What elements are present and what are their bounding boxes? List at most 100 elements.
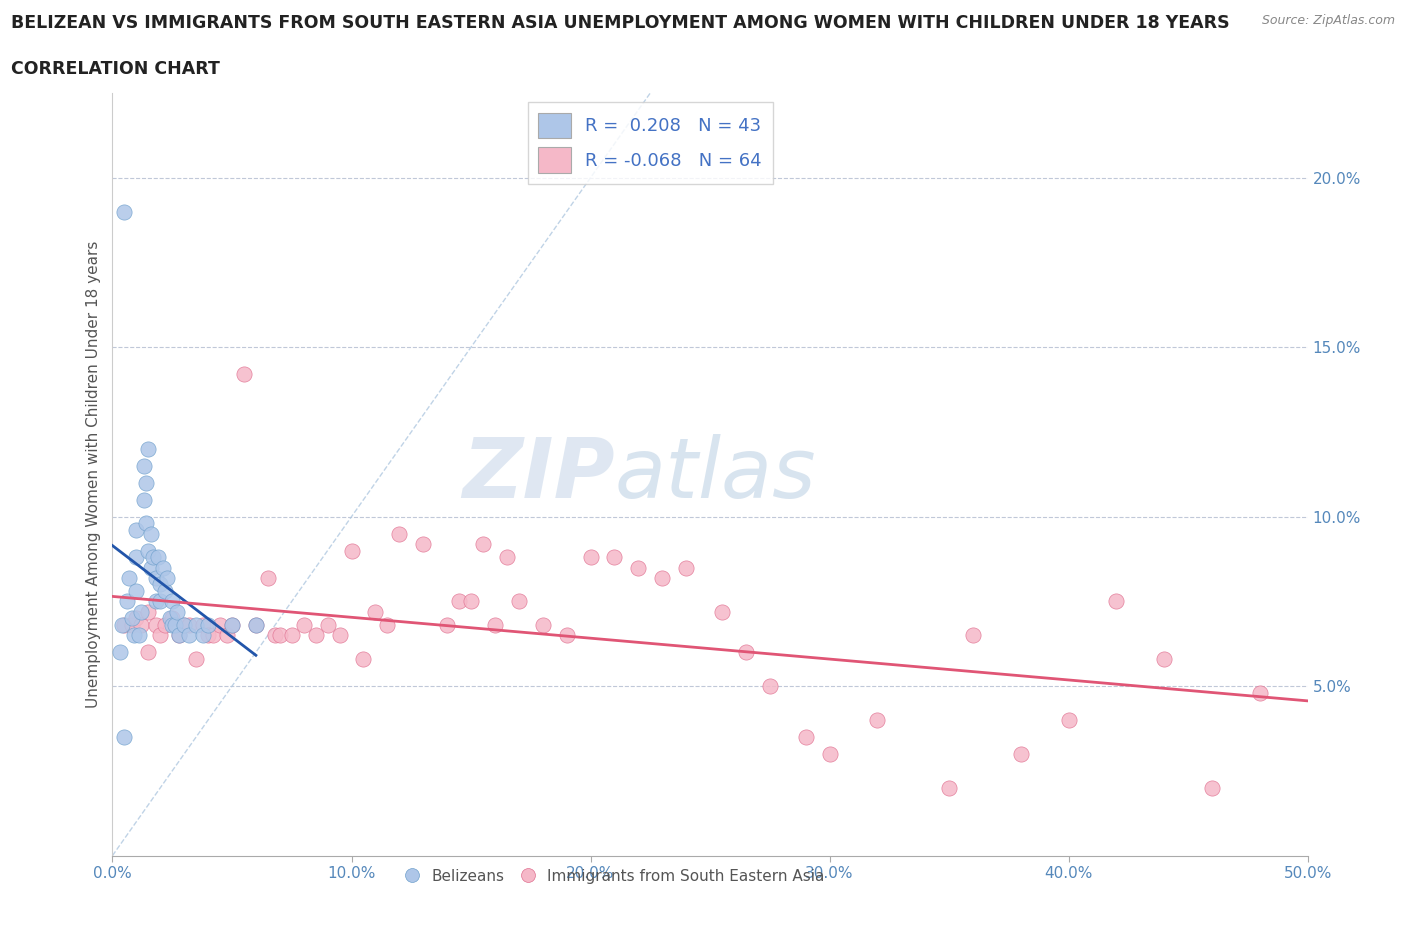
Point xyxy=(125,611,148,626)
Point xyxy=(162,594,183,609)
Point xyxy=(221,618,243,632)
Point xyxy=(496,550,519,565)
Point xyxy=(352,652,374,667)
Point xyxy=(146,550,169,565)
Point xyxy=(125,584,148,599)
Point xyxy=(447,594,470,609)
Point xyxy=(145,594,167,609)
Point xyxy=(122,628,145,643)
Point xyxy=(962,628,984,643)
Point xyxy=(257,570,280,585)
Point xyxy=(129,604,152,619)
Point xyxy=(118,570,141,585)
Point xyxy=(1201,780,1223,795)
Point xyxy=(938,780,960,795)
Point xyxy=(138,604,160,619)
Point xyxy=(169,628,191,643)
Point xyxy=(152,560,174,575)
Point xyxy=(245,618,267,632)
Point xyxy=(108,644,131,659)
Point xyxy=(305,628,328,643)
Point xyxy=(173,618,195,632)
Point xyxy=(149,577,172,591)
Point xyxy=(1153,652,1175,667)
Point xyxy=(115,594,138,609)
Point xyxy=(531,618,554,632)
Point xyxy=(627,560,650,575)
Point xyxy=(245,618,267,632)
Point xyxy=(388,526,411,541)
Point xyxy=(193,628,215,643)
Point xyxy=(177,628,200,643)
Point xyxy=(436,618,458,632)
Point xyxy=(128,628,150,643)
Point xyxy=(169,628,191,643)
Point xyxy=(675,560,697,575)
Y-axis label: Unemployment Among Women with Children Under 18 years: Unemployment Among Women with Children U… xyxy=(86,241,101,708)
Point xyxy=(166,604,188,619)
Point xyxy=(217,628,239,643)
Point xyxy=(412,537,434,551)
Point xyxy=(508,594,530,609)
Point xyxy=(132,458,155,473)
Point xyxy=(135,516,157,531)
Text: BELIZEAN VS IMMIGRANTS FROM SOUTH EASTERN ASIA UNEMPLOYMENT AMONG WOMEN WITH CHI: BELIZEAN VS IMMIGRANTS FROM SOUTH EASTER… xyxy=(11,14,1230,32)
Point xyxy=(364,604,387,619)
Point xyxy=(139,526,162,541)
Point xyxy=(269,628,291,643)
Point xyxy=(329,628,352,643)
Point xyxy=(138,543,160,558)
Point xyxy=(377,618,399,632)
Point xyxy=(193,618,215,632)
Point xyxy=(153,618,176,632)
Point xyxy=(145,570,167,585)
Point xyxy=(173,618,195,632)
Point xyxy=(114,618,135,632)
Point xyxy=(579,550,602,565)
Point xyxy=(197,628,219,643)
Point xyxy=(177,618,200,632)
Point xyxy=(138,442,160,457)
Point xyxy=(711,604,734,619)
Text: Source: ZipAtlas.com: Source: ZipAtlas.com xyxy=(1261,14,1395,27)
Point xyxy=(163,618,186,632)
Point xyxy=(209,618,232,632)
Point xyxy=(159,611,181,626)
Point xyxy=(153,584,176,599)
Point xyxy=(186,652,208,667)
Point xyxy=(138,644,160,659)
Point xyxy=(125,550,148,565)
Point xyxy=(866,712,889,727)
Point xyxy=(292,618,315,632)
Point xyxy=(460,594,482,609)
Point xyxy=(129,618,152,632)
Point xyxy=(651,570,673,585)
Point xyxy=(472,537,495,551)
Point xyxy=(794,729,817,744)
Point xyxy=(603,550,626,565)
Point xyxy=(162,611,183,626)
Point xyxy=(149,628,172,643)
Point xyxy=(135,475,157,490)
Point xyxy=(1249,685,1271,700)
Point xyxy=(281,628,304,643)
Point xyxy=(1057,712,1080,727)
Point xyxy=(221,618,243,632)
Point xyxy=(264,628,287,643)
Point xyxy=(121,611,143,626)
Point xyxy=(1105,594,1128,609)
Point xyxy=(121,618,143,632)
Point xyxy=(156,570,179,585)
Point xyxy=(111,618,134,632)
Point xyxy=(555,628,578,643)
Point xyxy=(818,747,841,762)
Point xyxy=(162,618,183,632)
Point xyxy=(233,366,256,381)
Point xyxy=(201,628,224,643)
Point xyxy=(145,618,167,632)
Point xyxy=(149,594,172,609)
Point xyxy=(139,560,162,575)
Point xyxy=(186,618,208,632)
Point xyxy=(142,550,165,565)
Point xyxy=(316,618,339,632)
